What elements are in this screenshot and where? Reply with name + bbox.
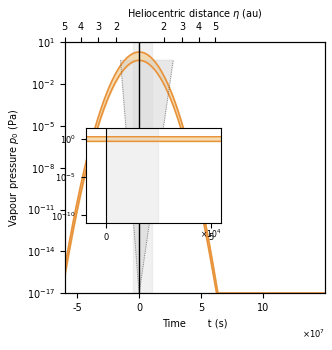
Bar bbox=[133, 42, 151, 293]
Text: $\times 10^7$: $\times 10^7$ bbox=[302, 328, 325, 341]
Y-axis label: Vapour pressure $p_0$ (Pa): Vapour pressure $p_0$ (Pa) bbox=[7, 108, 21, 227]
X-axis label: Heliocentric distance $\eta$ (au): Heliocentric distance $\eta$ (au) bbox=[127, 7, 263, 21]
Polygon shape bbox=[121, 60, 173, 293]
X-axis label: Time       t (s): Time t (s) bbox=[162, 318, 228, 329]
